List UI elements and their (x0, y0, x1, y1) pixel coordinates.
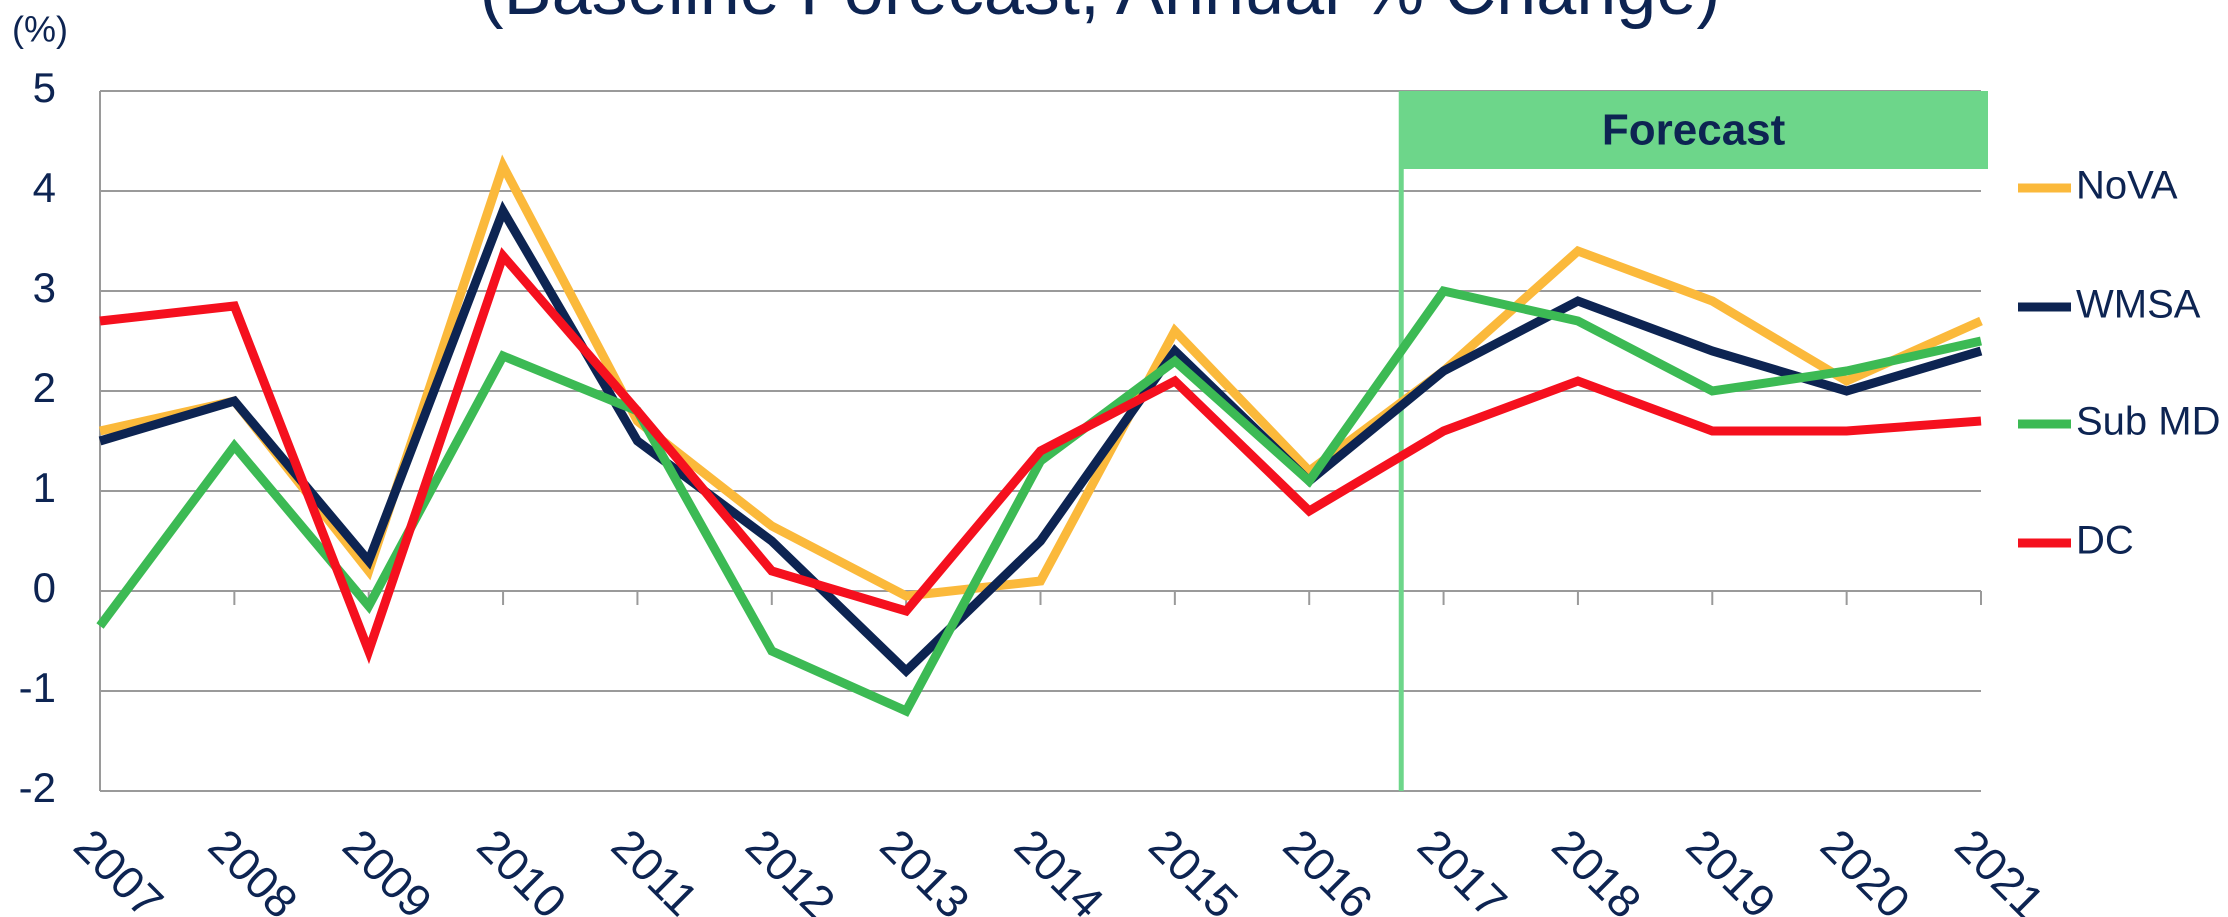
x-tick-label: 2019 (1677, 819, 1786, 917)
x-tick-label: 2012 (736, 819, 845, 917)
series-line (98, 200, 1983, 678)
x-tick-label: 2008 (199, 819, 308, 917)
x-tick-label: 2009 (333, 819, 442, 917)
x-tick-label: 2017 (1408, 819, 1517, 917)
series-line (96, 285, 1982, 717)
y-tick-label: 5 (33, 64, 56, 111)
legend-label: Sub MD (2076, 400, 2221, 444)
y-tick-label: 0 (33, 564, 56, 611)
y-tick-label: -2 (19, 764, 56, 811)
forecast-box (1399, 91, 1988, 169)
legend-label: NoVA (2076, 164, 2178, 208)
y-tick-label: 1 (33, 464, 56, 511)
x-tick-label: 2021 (1945, 819, 2054, 917)
x-tick-label: 2007 (64, 819, 173, 917)
x-tick-label: 2016 (1274, 819, 1383, 917)
legend-label: WMSA (2076, 283, 2201, 327)
forecast-label: Forecast (1602, 106, 1786, 155)
x-tick-label: 2011 (602, 819, 709, 917)
series-line (99, 247, 1982, 665)
x-tick-label: 2014 (1005, 819, 1114, 917)
x-tick-label: 2018 (1542, 819, 1651, 917)
y-tick-label: 3 (33, 264, 56, 311)
y-tick-label: 4 (33, 164, 56, 211)
x-tick-label: 2013 (870, 819, 979, 917)
x-tick-label: 2010 (467, 819, 576, 917)
legend-label: DC (2076, 519, 2134, 563)
chart-title: (Baseline Forecast, Annual % Change) (480, 0, 1721, 30)
x-tick-label: 2020 (1811, 819, 1920, 917)
y-axis-label: (%) (12, 9, 68, 50)
y-tick-label: -1 (19, 664, 56, 711)
x-tick-label: 2015 (1139, 819, 1248, 917)
y-tick-label: 2 (33, 364, 56, 411)
